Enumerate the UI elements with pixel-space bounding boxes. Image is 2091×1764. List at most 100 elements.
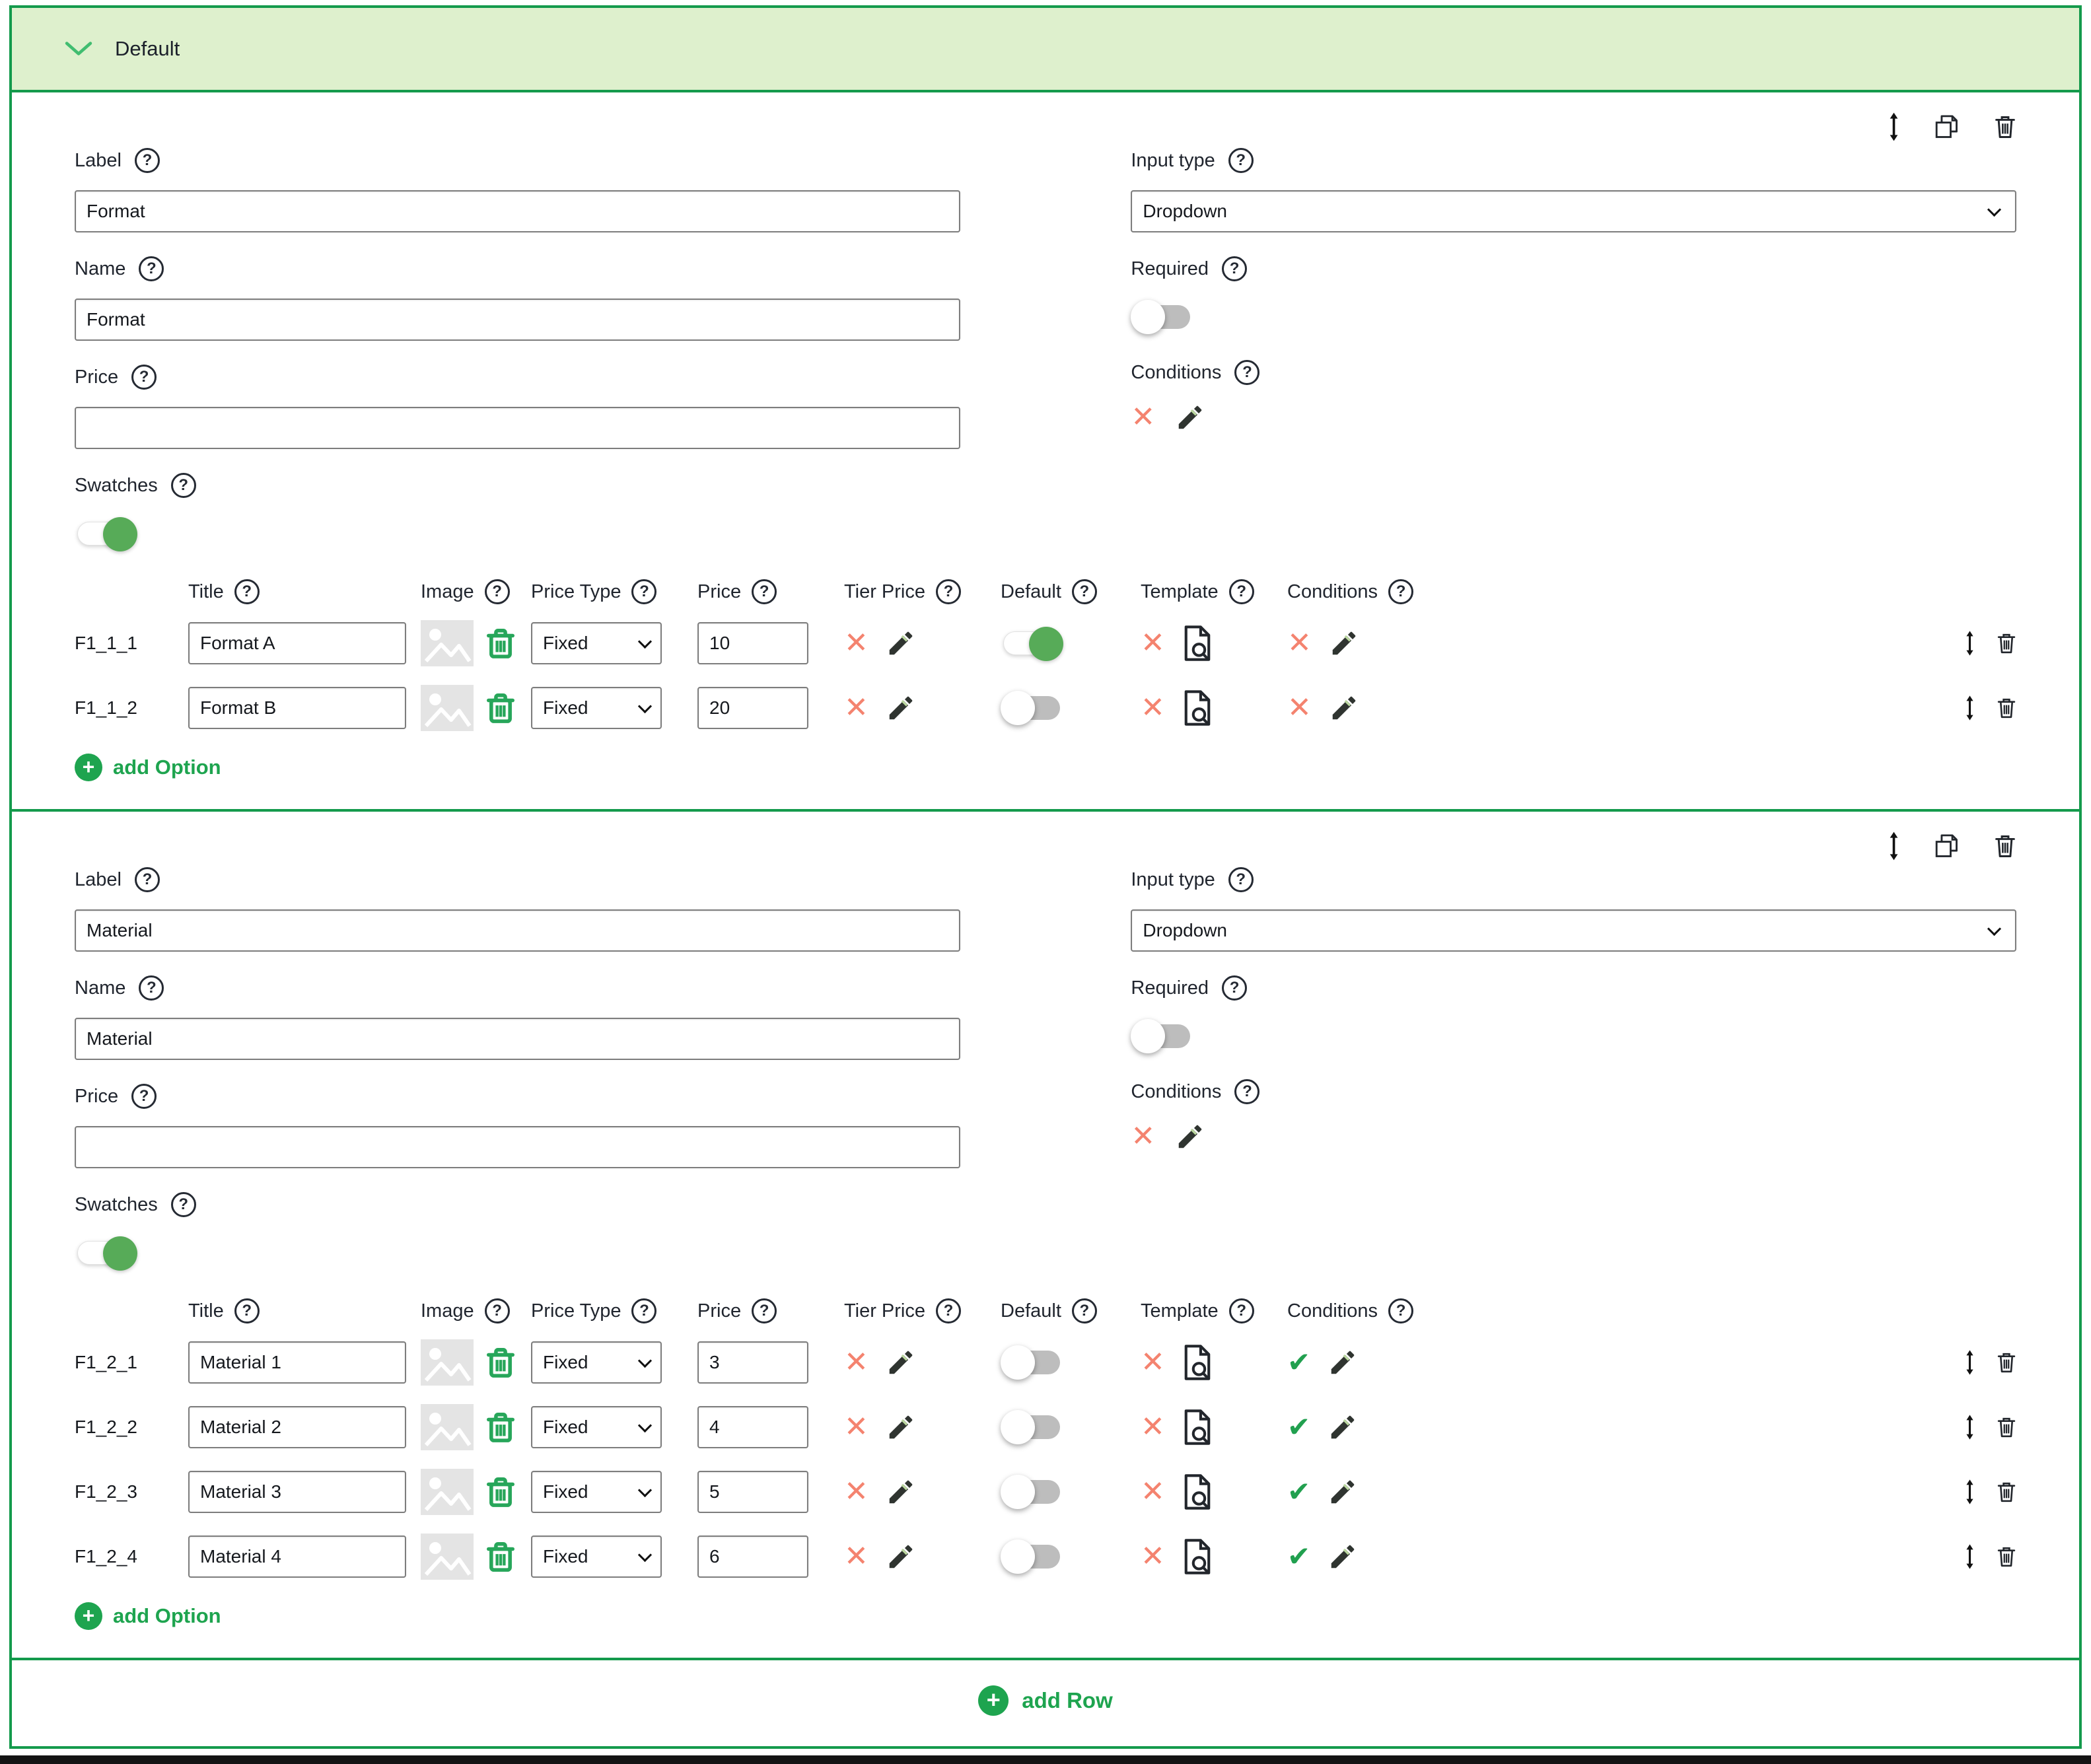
option-price-input[interactable] bbox=[697, 622, 808, 664]
edit-conditions-button[interactable] bbox=[1175, 1121, 1205, 1152]
option-price-type-select[interactable]: Fixed bbox=[531, 622, 662, 664]
option-title-input[interactable] bbox=[188, 1535, 406, 1578]
help-icon[interactable] bbox=[170, 473, 196, 498]
clear-conditions-button[interactable] bbox=[1131, 1122, 1155, 1151]
section-header[interactable]: Default bbox=[12, 8, 2079, 92]
help-icon[interactable] bbox=[170, 1192, 196, 1217]
clear-template-button[interactable] bbox=[1141, 629, 1165, 658]
conditions-status-icon[interactable] bbox=[1287, 629, 1312, 658]
move-option-button[interactable] bbox=[1966, 631, 1974, 656]
default-toggle[interactable] bbox=[1001, 1409, 1060, 1444]
help-icon[interactable] bbox=[484, 1298, 510, 1323]
help-icon[interactable] bbox=[1228, 148, 1254, 173]
help-icon[interactable] bbox=[234, 579, 260, 604]
clear-conditions-button[interactable] bbox=[1131, 403, 1155, 432]
required-toggle[interactable] bbox=[1131, 300, 1191, 334]
price-input[interactable] bbox=[75, 1126, 960, 1168]
help-icon[interactable] bbox=[1222, 256, 1248, 281]
move-field-button[interactable] bbox=[1889, 112, 1899, 141]
help-icon[interactable] bbox=[752, 579, 777, 604]
name-input[interactable] bbox=[75, 299, 960, 341]
option-price-input[interactable] bbox=[697, 1471, 808, 1513]
edit-option-conditions-button[interactable] bbox=[1328, 1477, 1358, 1507]
template-preview-button[interactable] bbox=[1182, 1409, 1213, 1446]
help-icon[interactable] bbox=[1388, 579, 1414, 604]
help-icon[interactable] bbox=[1071, 1298, 1097, 1323]
default-toggle[interactable] bbox=[1001, 1474, 1060, 1509]
default-toggle[interactable] bbox=[1001, 690, 1060, 725]
move-option-button[interactable] bbox=[1966, 695, 1974, 721]
remove-image-button[interactable] bbox=[485, 1346, 516, 1379]
move-option-button[interactable] bbox=[1966, 1544, 1974, 1569]
edit-tier-price-button[interactable] bbox=[886, 1477, 916, 1507]
default-toggle[interactable] bbox=[1001, 1345, 1060, 1380]
option-title-input[interactable] bbox=[188, 1471, 406, 1513]
default-toggle[interactable] bbox=[1003, 626, 1063, 661]
delete-option-button[interactable] bbox=[1997, 697, 2016, 719]
remove-image-button[interactable] bbox=[485, 1411, 516, 1444]
clear-tier-price-button[interactable] bbox=[844, 1542, 868, 1571]
move-field-button[interactable] bbox=[1889, 831, 1899, 861]
edit-tier-price-button[interactable] bbox=[886, 628, 916, 658]
template-preview-button[interactable] bbox=[1182, 689, 1213, 726]
template-preview-button[interactable] bbox=[1182, 1538, 1213, 1575]
move-option-button[interactable] bbox=[1966, 1479, 1974, 1504]
input-type-select[interactable]: Dropdown bbox=[1131, 190, 2016, 232]
edit-tier-price-button[interactable] bbox=[886, 693, 916, 723]
help-icon[interactable] bbox=[631, 579, 657, 604]
remove-image-button[interactable] bbox=[485, 691, 516, 724]
clear-tier-price-button[interactable] bbox=[844, 1477, 868, 1506]
delete-field-button[interactable] bbox=[1994, 114, 2016, 139]
help-icon[interactable] bbox=[936, 1298, 961, 1323]
help-icon[interactable] bbox=[1228, 867, 1254, 892]
label-input[interactable] bbox=[75, 909, 960, 952]
clear-tier-price-button[interactable] bbox=[844, 1348, 868, 1377]
help-icon[interactable] bbox=[1388, 1298, 1414, 1323]
help-icon[interactable] bbox=[1234, 1079, 1260, 1104]
add-option-button[interactable]: add Option bbox=[75, 754, 221, 781]
option-price-input[interactable] bbox=[697, 1406, 808, 1448]
help-icon[interactable] bbox=[1234, 360, 1260, 385]
option-price-type-select[interactable]: Fixed bbox=[531, 1535, 662, 1578]
clear-template-button[interactable] bbox=[1141, 1542, 1165, 1571]
help-icon[interactable] bbox=[1228, 1298, 1254, 1323]
help-icon[interactable] bbox=[234, 1298, 260, 1323]
chevron-down-icon[interactable] bbox=[65, 41, 92, 57]
duplicate-field-button[interactable] bbox=[1933, 114, 1960, 140]
option-price-type-select[interactable]: Fixed bbox=[531, 687, 662, 729]
required-toggle[interactable] bbox=[1131, 1019, 1191, 1053]
edit-tier-price-button[interactable] bbox=[886, 1347, 916, 1378]
add-row-button[interactable]: add Row bbox=[12, 1660, 2079, 1746]
edit-option-conditions-button[interactable] bbox=[1328, 1347, 1358, 1378]
remove-image-button[interactable] bbox=[485, 1540, 516, 1573]
option-image-placeholder[interactable] bbox=[421, 1469, 474, 1515]
edit-tier-price-button[interactable] bbox=[886, 1412, 916, 1442]
option-image-placeholder[interactable] bbox=[421, 1404, 474, 1450]
edit-option-conditions-button[interactable] bbox=[1329, 693, 1359, 723]
conditions-status-icon[interactable] bbox=[1287, 1478, 1310, 1506]
option-price-type-select[interactable]: Fixed bbox=[531, 1471, 662, 1513]
clear-template-button[interactable] bbox=[1141, 1413, 1165, 1442]
template-preview-button[interactable] bbox=[1182, 1473, 1213, 1510]
help-icon[interactable] bbox=[1228, 579, 1254, 604]
help-icon[interactable] bbox=[139, 975, 164, 1001]
clear-tier-price-button[interactable] bbox=[844, 693, 868, 723]
clear-template-button[interactable] bbox=[1141, 1348, 1165, 1377]
help-icon[interactable] bbox=[936, 579, 961, 604]
option-price-input[interactable] bbox=[697, 1341, 808, 1384]
help-icon[interactable] bbox=[1222, 975, 1248, 1001]
edit-option-conditions-button[interactable] bbox=[1329, 628, 1359, 658]
option-title-input[interactable] bbox=[188, 622, 406, 664]
clear-tier-price-button[interactable] bbox=[844, 629, 868, 658]
swatches-toggle[interactable] bbox=[77, 517, 137, 551]
conditions-status-icon[interactable] bbox=[1287, 1543, 1310, 1570]
template-preview-button[interactable] bbox=[1182, 1344, 1213, 1381]
template-preview-button[interactable] bbox=[1182, 625, 1213, 662]
input-type-select[interactable]: Dropdown bbox=[1131, 909, 2016, 952]
help-icon[interactable] bbox=[631, 1298, 657, 1323]
help-icon[interactable] bbox=[1071, 579, 1097, 604]
delete-option-button[interactable] bbox=[1997, 1416, 2016, 1438]
delete-option-button[interactable] bbox=[1997, 632, 2016, 654]
swatches-toggle[interactable] bbox=[77, 1236, 137, 1271]
conditions-status-icon[interactable] bbox=[1287, 1413, 1310, 1441]
